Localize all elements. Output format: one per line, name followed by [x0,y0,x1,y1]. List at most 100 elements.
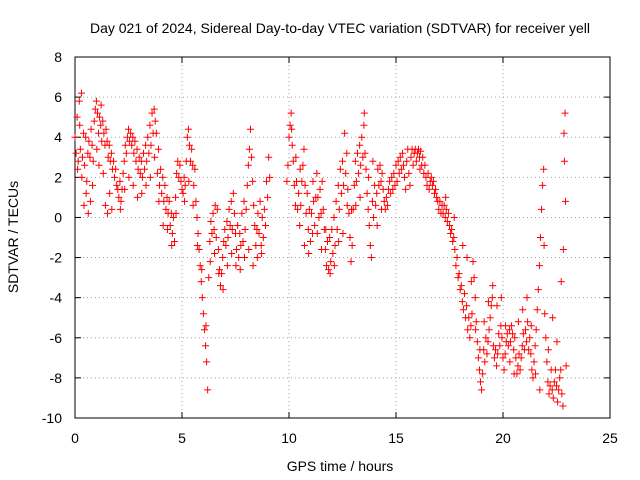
data-point [179,189,187,197]
data-point [475,366,483,374]
data-point [510,346,518,354]
data-point [454,274,462,282]
data-point [380,197,388,205]
data-point [397,165,405,173]
data-point [553,382,560,390]
x-tick-label: 10 [281,430,297,446]
data-point [251,221,259,229]
data-point [306,238,314,246]
x-axis-label: GPS time / hours [287,458,394,474]
data-point [463,302,471,310]
data-point [370,213,378,221]
data-point [363,189,371,197]
data-point [223,262,231,270]
data-point [374,165,382,173]
data-point [193,213,201,221]
data-point [103,137,111,145]
data-point [300,145,308,153]
data-point [540,242,548,250]
data-point [258,250,266,258]
data-point [303,189,311,197]
data-point [249,177,257,185]
data-point [480,318,488,326]
data-point [333,225,341,233]
data-point [377,205,385,213]
data-point [519,306,527,314]
data-point [249,262,257,270]
data-point [457,282,465,290]
data-point [549,394,557,402]
data-point [350,181,358,189]
data-point [78,173,86,181]
data-point [259,234,267,241]
data-point [301,181,309,189]
data-point [550,378,558,386]
data-point [173,169,181,177]
data-point [196,262,204,270]
data-point [347,205,355,213]
data-point [395,169,403,177]
data-point [225,205,233,213]
data-point [136,169,144,177]
data-point [96,113,104,121]
data-point [172,209,180,217]
data-point [444,209,452,217]
data-point [211,201,219,209]
data-point [315,213,323,221]
data-point [108,205,116,213]
data-point [212,234,220,241]
data-point [230,209,238,217]
data-point [245,246,253,254]
data-point [326,270,334,278]
data-point [215,266,223,274]
data-point [353,149,361,157]
data-point [220,238,228,246]
y-tick-label: -6 [50,330,63,346]
data-point [113,181,121,189]
data-point [144,133,152,141]
data-point [229,189,237,197]
data-point [78,153,86,161]
data-point [471,294,479,302]
data-point [206,258,214,266]
data-point [364,205,372,213]
data-point [456,286,464,294]
data-point [442,205,450,213]
data-point [332,197,340,205]
data-point [154,145,162,153]
data-point [449,238,457,246]
data-point [355,169,363,177]
data-point [436,197,444,205]
data-point [74,157,82,165]
data-point [459,242,467,250]
data-point [86,153,94,161]
data-point [191,165,199,173]
data-point [530,358,538,366]
data-point [393,177,401,185]
data-point [185,177,193,185]
data-point [329,250,337,258]
data-point [264,193,272,201]
y-tick-label: -2 [50,250,63,266]
data-point [242,205,250,213]
data-point [343,201,351,209]
data-point [469,258,477,266]
data-point [373,221,381,229]
data-point [543,358,551,366]
data-point [529,374,537,382]
data-point [228,250,236,258]
data-point [403,157,411,165]
data-point [523,338,531,346]
data-point [367,254,375,262]
data-point [402,185,410,193]
data-point [106,189,114,197]
x-tick-label: 5 [178,430,186,446]
data-point [226,221,234,229]
data-point [207,217,215,225]
data-point [210,225,218,233]
data-point [553,338,561,346]
data-point [326,234,334,241]
data-point [534,286,542,294]
data-point [506,358,514,366]
data-point [494,350,502,358]
